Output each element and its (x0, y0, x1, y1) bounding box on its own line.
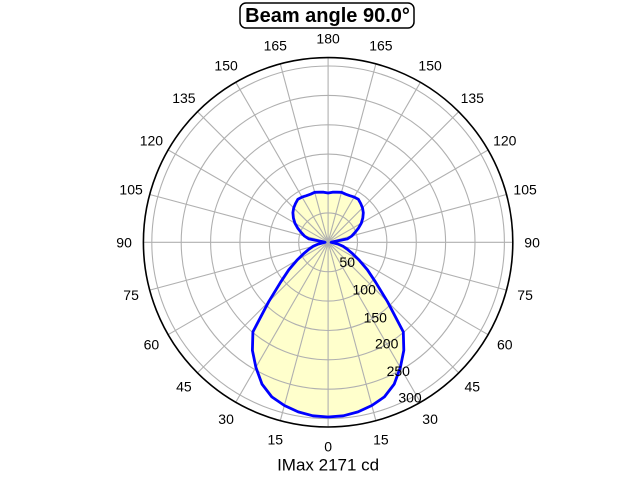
svg-text:75: 75 (123, 287, 139, 303)
svg-text:120: 120 (493, 132, 517, 148)
svg-text:105: 105 (513, 182, 537, 198)
svg-text:50: 50 (339, 254, 355, 270)
svg-text:90: 90 (524, 234, 540, 250)
svg-text:100: 100 (353, 281, 377, 297)
svg-text:IMax 2171 cd: IMax 2171 cd (277, 455, 379, 474)
svg-text:0: 0 (324, 438, 332, 454)
svg-text:15: 15 (268, 431, 284, 447)
svg-text:135: 135 (461, 90, 485, 106)
svg-text:200: 200 (375, 335, 399, 351)
svg-text:90: 90 (116, 234, 132, 250)
svg-text:165: 165 (264, 37, 288, 53)
svg-text:75: 75 (517, 287, 533, 303)
svg-text:165: 165 (369, 37, 393, 53)
svg-text:180: 180 (316, 30, 340, 46)
svg-text:150: 150 (418, 58, 442, 74)
svg-text:250: 250 (387, 363, 411, 379)
svg-text:300: 300 (398, 390, 422, 406)
svg-text:Beam angle 90.0°: Beam angle 90.0° (245, 5, 410, 27)
svg-text:60: 60 (497, 336, 513, 352)
svg-text:150: 150 (364, 309, 388, 325)
svg-text:45: 45 (465, 379, 481, 395)
svg-text:135: 135 (172, 90, 196, 106)
svg-text:30: 30 (218, 411, 234, 427)
svg-text:105: 105 (119, 182, 143, 198)
svg-text:45: 45 (176, 379, 192, 395)
svg-text:120: 120 (140, 132, 164, 148)
svg-text:30: 30 (422, 411, 438, 427)
svg-text:60: 60 (144, 336, 160, 352)
svg-text:15: 15 (373, 431, 389, 447)
svg-text:150: 150 (214, 58, 238, 74)
